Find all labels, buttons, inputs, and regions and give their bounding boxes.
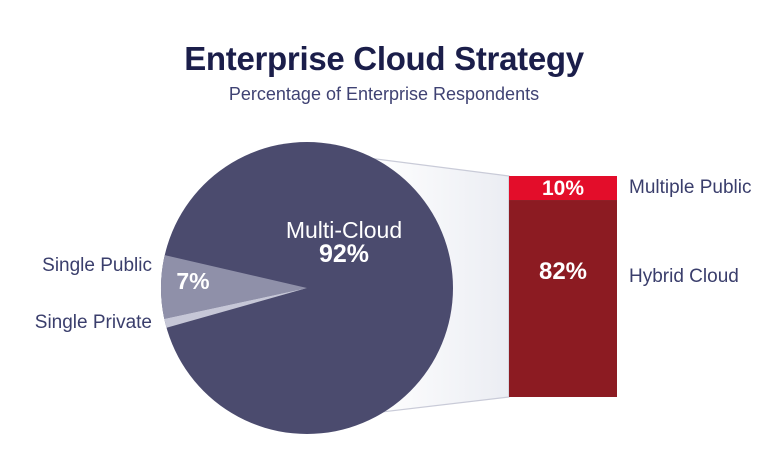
label-multi-cloud: Multi-Cloud xyxy=(285,217,403,243)
value-hybrid-cloud: 82% xyxy=(538,258,588,285)
value-multi-cloud: 92% xyxy=(318,240,370,268)
chart-title: Enterprise Cloud Strategy xyxy=(184,40,584,77)
bar-segment-multiple-public xyxy=(509,176,617,201)
label-hybrid-cloud: Hybrid Cloud xyxy=(629,266,739,287)
label-single-public: Single Public xyxy=(42,255,152,276)
value-multiple-public: 10% xyxy=(541,177,585,200)
bar-segment-hybrid-cloud xyxy=(509,200,617,397)
label-multiple-public: Multiple Public xyxy=(629,177,752,198)
pie-slice-single-private xyxy=(164,288,307,328)
pie-slice-single-public xyxy=(161,255,307,319)
label-single-private: Single Private xyxy=(34,312,152,333)
chart-subtitle: Percentage of Enterprise Respondents xyxy=(228,84,540,104)
value-single-public: 7% xyxy=(176,268,210,294)
